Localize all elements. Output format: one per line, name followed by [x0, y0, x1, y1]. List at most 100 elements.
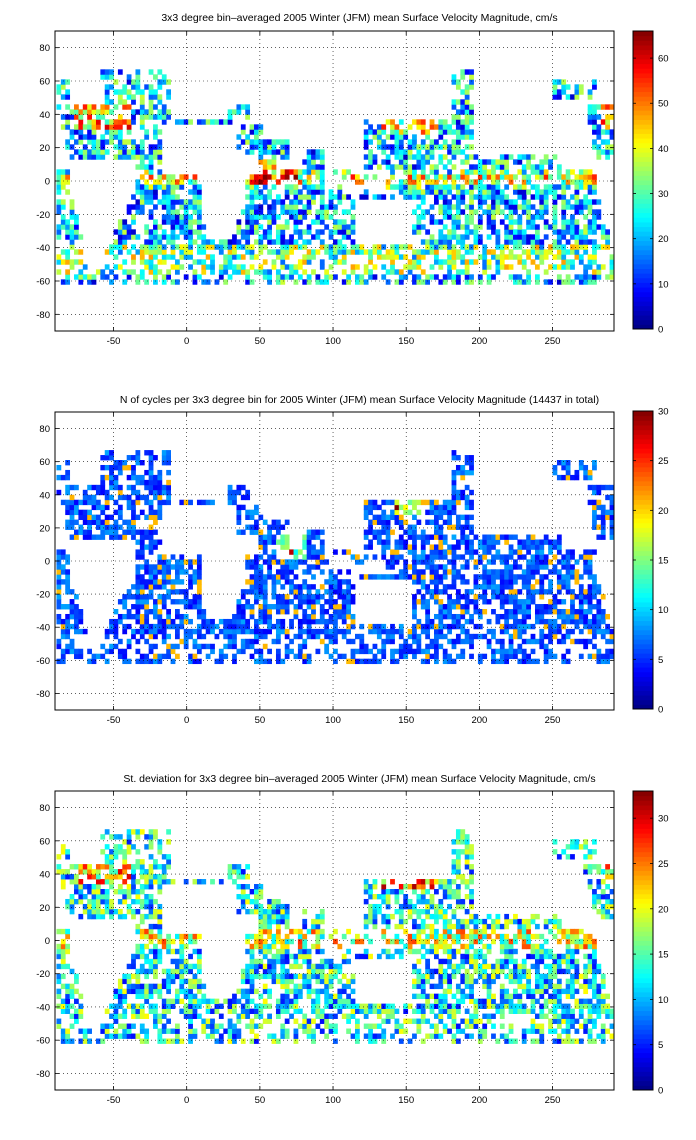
heatmap-cell: [135, 189, 141, 195]
heatmap-cell: [166, 489, 171, 496]
heatmap-cell: [385, 524, 391, 530]
heatmap-cell: [609, 274, 615, 280]
heatmap-cell: [447, 244, 452, 250]
heatmap-cell: [280, 279, 286, 285]
heatmap-cell: [578, 259, 584, 265]
heatmap-cell: [153, 653, 158, 660]
heatmap-cell: [473, 633, 479, 640]
heatmap-cell: [368, 648, 373, 655]
heatmap-cell: [271, 638, 277, 645]
heatmap-cell: [460, 609, 466, 615]
heatmap-cell: [587, 628, 593, 635]
heatmap-cell: [65, 1003, 71, 1009]
heatmap-cell: [148, 149, 154, 155]
heatmap-cell: [157, 479, 163, 486]
heatmap-cell: [117, 149, 123, 155]
heatmap-cell: [552, 199, 558, 205]
heatmap-cell: [302, 259, 308, 265]
heatmap-cell: [600, 594, 606, 600]
heatmap-cell: [289, 564, 294, 570]
heatmap-cell: [376, 129, 382, 135]
heatmap-cell: [508, 264, 514, 270]
heatmap-cell: [583, 554, 589, 560]
heatmap-cell: [275, 199, 281, 205]
heatmap-cell: [188, 1008, 193, 1014]
heatmap-cell: [69, 879, 75, 885]
heatmap-cell: [82, 893, 88, 900]
heatmap-cell: [552, 469, 558, 476]
heatmap-cell: [148, 968, 154, 975]
heatmap-cell: [109, 884, 114, 890]
heatmap-cell: [117, 898, 123, 905]
heatmap-cell: [227, 494, 233, 501]
heatmap-cell: [346, 638, 351, 645]
heatmap-cell: [605, 144, 611, 150]
heatmap-cell: [157, 504, 163, 511]
heatmap-cell: [192, 983, 198, 990]
heatmap-cell: [170, 234, 176, 240]
heatmap-cell: [556, 229, 562, 235]
heatmap-cell: [561, 229, 567, 235]
heatmap-cell: [196, 229, 202, 235]
heatmap-cell: [196, 983, 202, 990]
heatmap-cell: [543, 199, 549, 205]
heatmap-cell: [126, 613, 132, 620]
heatmap-cell: [74, 648, 79, 655]
heatmap-cell: [565, 169, 571, 175]
heatmap-cell: [460, 638, 466, 645]
heatmap-cell: [232, 1023, 237, 1029]
heatmap-cell: [333, 623, 338, 630]
heatmap-cell: [131, 244, 136, 250]
heatmap-cell: [534, 244, 540, 250]
heatmap-cell: [144, 564, 150, 570]
heatmap-cell: [416, 648, 422, 655]
heatmap-cell: [289, 623, 294, 630]
heatmap-cell: [315, 249, 321, 255]
heatmap-cell: [144, 973, 150, 980]
heatmap-cell: [499, 584, 505, 590]
heatmap-cell: [311, 609, 316, 615]
heatmap-cell: [240, 1013, 246, 1019]
heatmap-cell: [324, 274, 330, 280]
heatmap-cell: [104, 124, 110, 130]
heatmap-cell: [258, 234, 264, 240]
heatmap-cell: [254, 224, 259, 230]
heatmap-cell: [587, 104, 593, 110]
heatmap-cell: [254, 239, 259, 245]
heatmap-cell: [254, 589, 259, 595]
heatmap-cell: [109, 864, 114, 870]
heatmap-cell: [434, 564, 439, 570]
heatmap-cell: [530, 214, 536, 220]
heatmap-cell: [174, 633, 180, 640]
heatmap-cell: [552, 623, 558, 630]
heatmap-cell: [434, 244, 439, 250]
heatmap-cell: [416, 229, 422, 235]
heatmap-cell: [385, 159, 391, 165]
heatmap-cell: [192, 219, 198, 225]
heatmap-cell: [179, 933, 185, 940]
heatmap-cell: [126, 849, 132, 855]
heatmap-cell: [188, 933, 193, 940]
heatmap-cell: [592, 584, 597, 590]
heatmap-cell: [153, 509, 158, 516]
heatmap-cell: [126, 638, 132, 645]
heatmap-cell: [174, 264, 180, 270]
heatmap-cell: [284, 628, 290, 635]
heatmap-cell: [214, 244, 220, 250]
heatmap-cell: [491, 648, 496, 655]
heatmap-cell: [306, 254, 312, 260]
heatmap-cell: [60, 948, 66, 955]
heatmap-cell: [385, 628, 391, 635]
heatmap-cell: [429, 149, 435, 155]
heatmap-cell: [469, 119, 474, 125]
heatmap-cell: [179, 179, 185, 185]
heatmap-cell: [74, 214, 79, 220]
y-tick-label: 0: [45, 177, 50, 188]
heatmap-cell: [271, 249, 277, 255]
heatmap-cell: [412, 554, 417, 560]
heatmap-cell: [188, 199, 193, 205]
heatmap-cell: [592, 219, 597, 225]
heatmap-cell: [113, 79, 119, 85]
heatmap-cell: [74, 259, 79, 265]
